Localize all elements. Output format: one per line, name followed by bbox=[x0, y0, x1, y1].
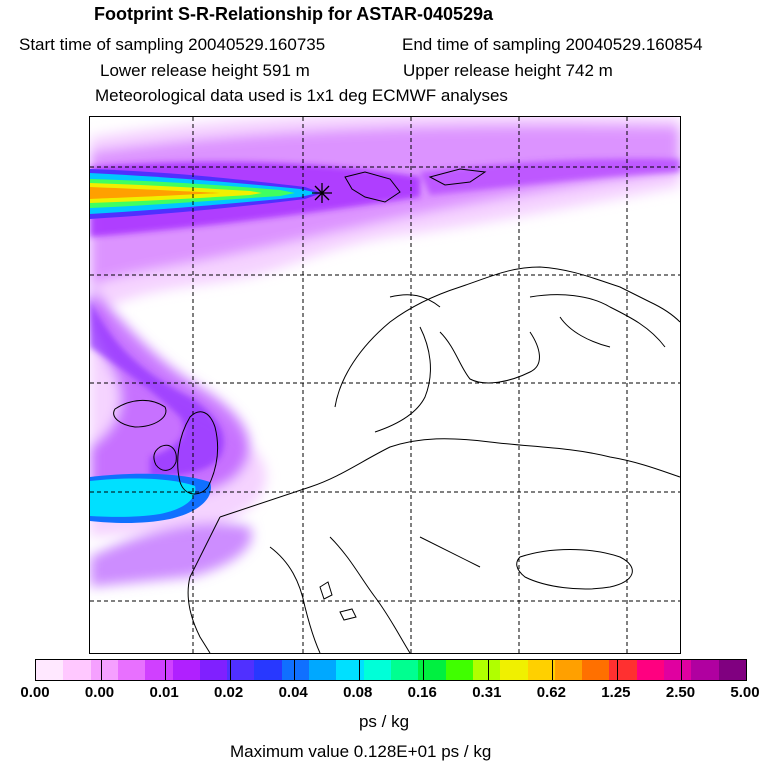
lat-lon-grid bbox=[90, 117, 680, 653]
colorbar-swatch bbox=[664, 660, 692, 680]
release-point-star bbox=[312, 183, 332, 203]
colorbar-swatch bbox=[691, 660, 720, 680]
colorbar-swatch bbox=[90, 660, 119, 680]
colorbar-swatch bbox=[172, 660, 201, 680]
colorbar-swatch bbox=[636, 660, 665, 680]
coastlines bbox=[113, 168, 680, 653]
colorbar-unit: ps / kg bbox=[358, 712, 410, 731]
end-time-label: End time of sampling 20040529.160854 bbox=[402, 35, 703, 54]
colorbar-swatch bbox=[554, 660, 583, 680]
met-data-label: Meteorological data used is 1x1 deg ECMW… bbox=[95, 86, 508, 105]
colorbar-tick-label: 5.00 bbox=[730, 684, 760, 701]
colorbar-divider bbox=[229, 660, 231, 680]
colorbar-swatch bbox=[391, 660, 419, 680]
footprint-map-svg bbox=[90, 117, 680, 653]
footprint-map bbox=[89, 116, 681, 654]
colorbar-swatch bbox=[63, 660, 92, 680]
colorbar-swatch bbox=[363, 660, 392, 680]
colorbar-divider bbox=[100, 660, 102, 680]
colorbar-swatch bbox=[582, 660, 610, 680]
colorbar-divider bbox=[616, 660, 618, 680]
colorbar-tick-label: 0.62 bbox=[536, 684, 566, 701]
colorbar-tick-label: 0.04 bbox=[278, 684, 308, 701]
colorbar-swatch bbox=[227, 660, 255, 680]
start-time-label: Start time of sampling 20040529.160735 bbox=[19, 35, 326, 54]
colorbar bbox=[35, 659, 747, 681]
map-title-text: Footprint S-R-Relationship for ASTAR-040… bbox=[94, 4, 494, 24]
colorbar-tick-label: 0.08 bbox=[343, 684, 373, 701]
colorbar-swatch bbox=[309, 660, 337, 680]
footprint-jet bbox=[90, 169, 322, 219]
colorbar-swatch bbox=[117, 660, 146, 680]
colorbar-swatch bbox=[281, 660, 310, 680]
colorbar-swatch bbox=[500, 660, 529, 680]
upper-height-label: Upper release height 742 m bbox=[403, 61, 613, 80]
colorbar-swatch bbox=[145, 660, 174, 680]
colorbar-tick-label: 0.00 bbox=[20, 684, 50, 701]
colorbar-divider bbox=[681, 660, 683, 680]
colorbar-tick-label: 0.00 bbox=[84, 684, 115, 701]
colorbar-swatch bbox=[718, 660, 747, 680]
colorbar-tick-label: 0.31 bbox=[472, 684, 502, 701]
colorbar-swatch bbox=[199, 660, 228, 680]
colorbar-tick-label: 2.50 bbox=[665, 684, 696, 701]
colorbar-divider bbox=[294, 660, 296, 680]
colorbar-divider bbox=[552, 660, 554, 680]
colorbar-tick-label: 0.16 bbox=[407, 684, 437, 701]
max-value-label: Maximum value 0.128E+01 ps / kg bbox=[230, 742, 492, 761]
colorbar-divider bbox=[165, 660, 167, 680]
colorbar-swatch bbox=[445, 660, 474, 680]
colorbar-swatch bbox=[418, 660, 447, 680]
colorbar-swatch bbox=[472, 660, 501, 680]
colorbar-swatch bbox=[254, 660, 283, 680]
footprint-cyan-patch bbox=[90, 473, 211, 523]
colorbar-tick-label: 0.01 bbox=[149, 684, 179, 701]
colorbar-swatch bbox=[527, 660, 556, 680]
colorbar-divider bbox=[487, 660, 489, 680]
colorbar-tick-label: 0.02 bbox=[214, 684, 244, 701]
colorbar-divider bbox=[423, 660, 425, 680]
colorbar-swatch bbox=[609, 660, 638, 680]
colorbar-swatch bbox=[336, 660, 365, 680]
colorbar-swatch bbox=[36, 660, 64, 680]
colorbar-tick-label: 1.25 bbox=[601, 684, 631, 701]
lower-height-label: Lower release height 591 m bbox=[100, 61, 310, 80]
colorbar-divider bbox=[358, 660, 360, 680]
